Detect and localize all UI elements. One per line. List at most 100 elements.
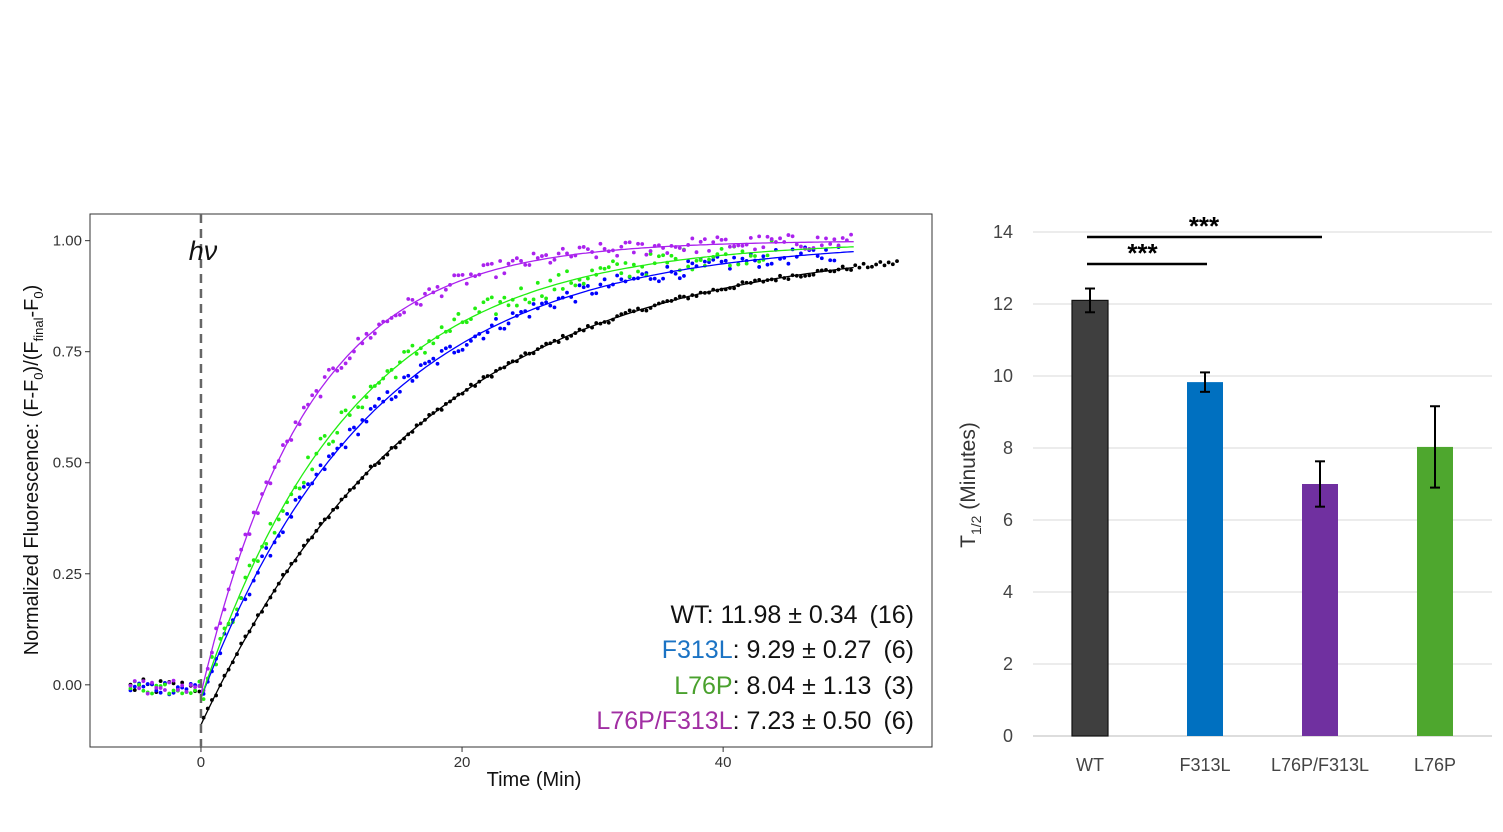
data-point [460, 273, 465, 277]
data-point [636, 306, 640, 311]
light-onset-label: hν [189, 236, 218, 266]
data-point [631, 250, 636, 255]
data-point [761, 245, 766, 250]
data-point [247, 532, 252, 536]
data-point [631, 262, 636, 267]
data-point [598, 266, 603, 270]
data-point [352, 395, 356, 399]
data-point [197, 689, 202, 694]
data-point [184, 690, 189, 694]
data-point [732, 286, 736, 291]
data-point [385, 369, 390, 373]
data-point [540, 294, 544, 299]
gridlines [1033, 231, 1492, 737]
data-point [398, 389, 402, 394]
data-point [175, 688, 180, 692]
fit-curve [200, 266, 854, 726]
data-point [857, 265, 862, 270]
bar-y-tick-label: 6 [1003, 510, 1013, 530]
data-point [765, 234, 770, 239]
data-point [385, 390, 390, 394]
data-point [448, 344, 452, 349]
data-point [255, 559, 260, 564]
data-point [548, 303, 553, 308]
annotation-l76p: L76P: 8.04 ± 1.13 (3) [674, 672, 914, 700]
data-point [356, 336, 361, 341]
data-point [281, 443, 285, 447]
data-point [757, 234, 762, 239]
data-point [171, 681, 176, 686]
data-point [158, 679, 163, 683]
data-point [552, 287, 557, 292]
data-point [128, 686, 133, 691]
data-point [577, 283, 582, 288]
data-point [322, 375, 327, 379]
data-point [828, 258, 833, 263]
bar-category-labels: WT F313L L76P/F313L L76P [1076, 755, 1456, 775]
data-point [648, 249, 653, 253]
data-point [485, 262, 490, 267]
data-point [243, 532, 248, 537]
data-point [728, 263, 732, 268]
data-point [485, 297, 490, 302]
data-point [431, 356, 436, 361]
data-point [414, 351, 419, 356]
data-point [158, 686, 163, 690]
data-point [744, 261, 749, 266]
data-point [619, 271, 624, 276]
data-point [239, 596, 244, 601]
data-point [552, 257, 557, 262]
data-point [615, 262, 620, 267]
data-point [849, 232, 853, 237]
data-point [481, 300, 486, 305]
data-point [761, 254, 766, 259]
data-point [531, 297, 536, 302]
data-point [268, 521, 273, 526]
data-point [255, 511, 260, 516]
data-point [301, 484, 306, 489]
data-point [581, 281, 586, 286]
data-point [753, 254, 757, 258]
data-point [473, 306, 478, 311]
data-point [719, 247, 724, 251]
data-point [145, 691, 150, 696]
data-point [326, 442, 331, 447]
data-point [686, 264, 691, 269]
data-point [677, 294, 682, 299]
data-point [481, 263, 486, 268]
data-point [318, 394, 323, 399]
data-point [335, 368, 340, 373]
data-point [523, 351, 528, 355]
fit-curve [200, 246, 854, 699]
bar-category-label: L76P [1414, 755, 1456, 775]
data-point [878, 260, 883, 264]
data-point [410, 343, 415, 348]
half-time-annotations: WT: 11.98 ± 0.34 (16) F313L: 9.29 ± 0.27(… [596, 601, 914, 735]
data-point [648, 252, 653, 256]
data-point [301, 480, 306, 485]
data-point [393, 395, 398, 399]
data-point [423, 291, 427, 296]
data-point [799, 251, 803, 256]
data-point [807, 273, 812, 278]
bar-y-tick-label: 14 [993, 222, 1013, 242]
data-point [573, 283, 578, 288]
data-point [193, 685, 197, 690]
data-point [163, 682, 167, 687]
data-point [435, 285, 440, 289]
data-point [585, 276, 590, 281]
data-point [293, 420, 298, 425]
data-point [402, 310, 406, 315]
data-point [519, 286, 523, 291]
data-point [686, 259, 691, 264]
data-point [188, 691, 193, 696]
data-point [163, 688, 167, 692]
data-point [648, 277, 653, 281]
data-point [544, 296, 549, 301]
data-point [560, 287, 565, 291]
data-point [657, 254, 661, 259]
data-point [598, 241, 603, 246]
data-point [301, 405, 306, 410]
data-point [748, 253, 753, 258]
data-point [728, 244, 732, 249]
